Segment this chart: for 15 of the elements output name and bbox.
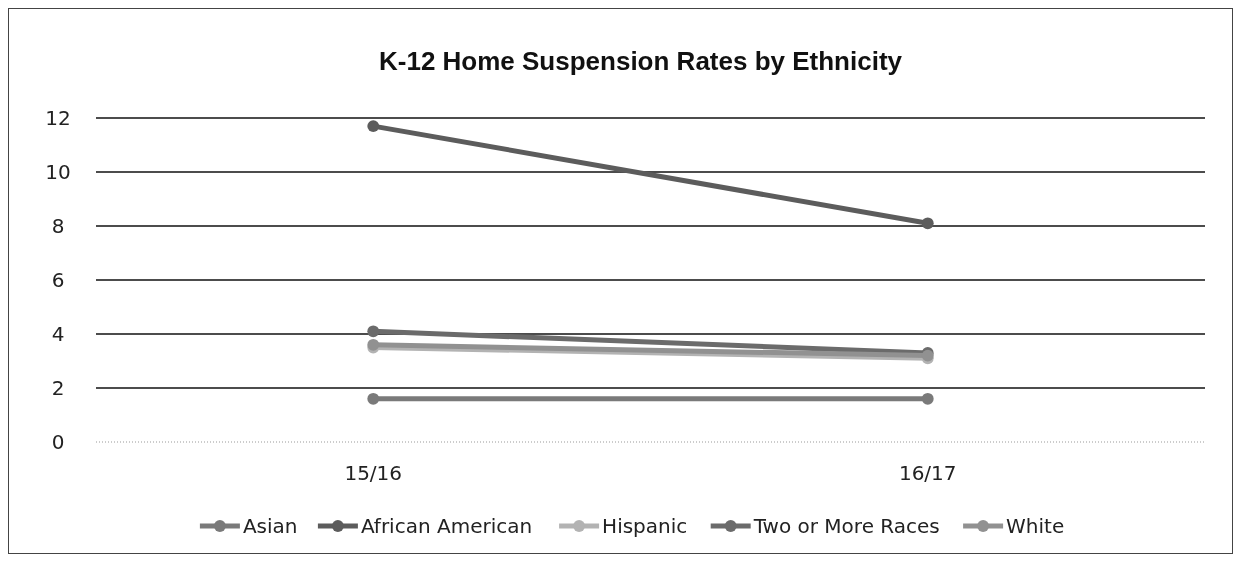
legend-label: White — [1006, 514, 1065, 538]
legend-label: African American — [360, 514, 533, 538]
y-tick-label: 10 — [45, 160, 71, 184]
legend-label: Asian — [242, 514, 298, 538]
legend-label: Hispanic — [602, 514, 688, 538]
y-tick-label: 2 — [51, 376, 65, 400]
chart-title: K-12 Home Suspension Rates by Ethnicity — [378, 46, 903, 76]
y-tick-label: 0 — [51, 430, 65, 454]
y-tick-label: 4 — [51, 322, 65, 346]
y-tick-label: 12 — [45, 106, 71, 130]
y-tick-label: 6 — [51, 268, 65, 292]
legend-label: Two or More Races — [752, 514, 940, 538]
y-tick-label: 8 — [51, 214, 65, 238]
x-tick-label: 16/17 — [898, 461, 957, 485]
x-tick-label: 15/16 — [344, 461, 403, 485]
